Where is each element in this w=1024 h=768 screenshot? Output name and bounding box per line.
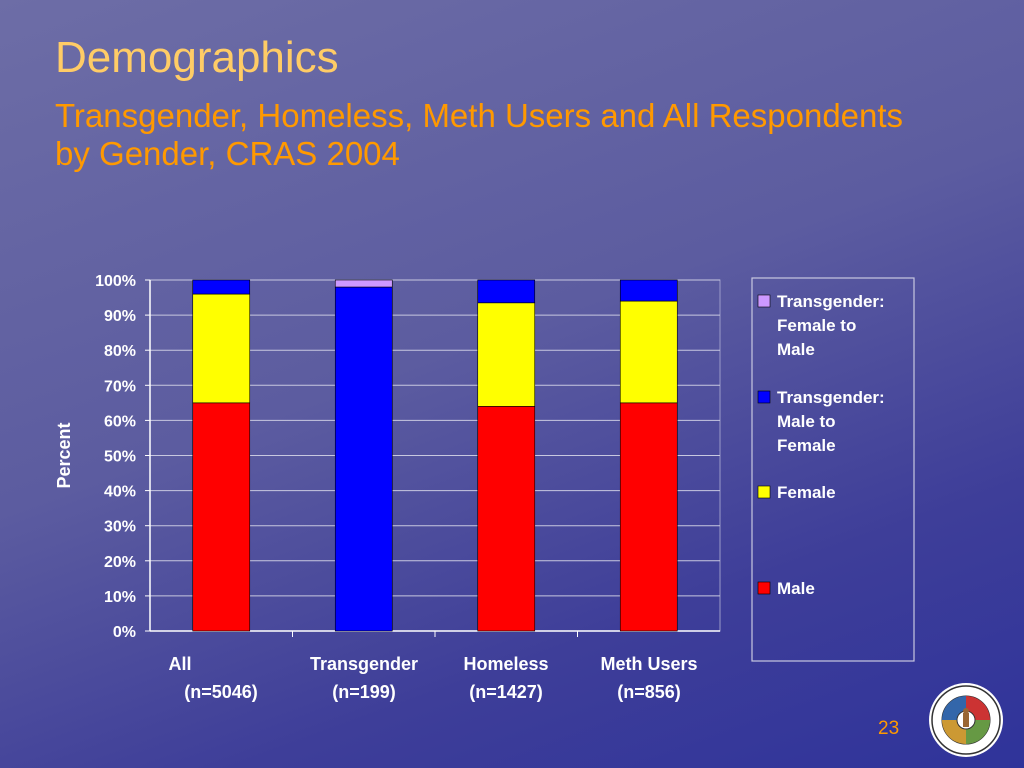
y-tick-label: 70% xyxy=(104,378,136,395)
x-category-count: (n=856) xyxy=(617,682,681,702)
x-category-label: Meth Users xyxy=(600,654,697,674)
y-tick-label: 20% xyxy=(104,554,136,571)
y-tick-label: 40% xyxy=(104,484,136,501)
y-tick-label: 80% xyxy=(104,343,136,360)
slide-title: Demographics xyxy=(55,33,339,82)
x-category-count: (n=199) xyxy=(332,682,396,702)
county-seal-icon xyxy=(929,683,1003,757)
bar-segment xyxy=(477,302,536,407)
y-tick-label: 30% xyxy=(104,519,136,536)
y-tick-label: 90% xyxy=(104,308,136,325)
legend-label: Male to xyxy=(777,412,836,431)
y-tick-label: 10% xyxy=(104,589,136,606)
slide-subtitle: Transgender, Homeless, Meth Users and Al… xyxy=(55,97,904,172)
x-category-label: All xyxy=(168,654,191,674)
legend-label: Female xyxy=(777,436,836,455)
bar-segment xyxy=(477,279,536,304)
x-category-label: Transgender xyxy=(310,654,418,674)
legend-swatch xyxy=(757,581,771,595)
bar-segment xyxy=(192,293,251,404)
legend-swatch xyxy=(757,485,771,499)
legend-swatch xyxy=(757,294,771,308)
y-tick-label: 0% xyxy=(113,624,136,641)
x-category-label: Homeless xyxy=(463,654,548,674)
legend-label: Transgender: xyxy=(777,388,885,407)
legend-label: Male xyxy=(777,579,815,598)
bar-segment xyxy=(619,402,678,632)
y-tick-label: 100% xyxy=(95,273,136,290)
bar-segment xyxy=(334,279,393,288)
legend-label: Female to xyxy=(777,316,856,335)
bar-segment xyxy=(477,406,536,632)
bar-segment xyxy=(192,279,251,295)
legend-box xyxy=(751,277,915,662)
bar-segment xyxy=(619,300,678,404)
page-number: 23 xyxy=(878,718,900,739)
y-tick-label: 50% xyxy=(104,449,136,466)
x-category-count: (n=1427) xyxy=(469,682,543,702)
x-category-count: (n=5046) xyxy=(184,682,258,702)
legend-label: Female xyxy=(777,483,836,502)
bar-segment xyxy=(334,286,393,632)
legend-label: Transgender: xyxy=(777,292,885,311)
bar-segment xyxy=(192,402,251,632)
legend-swatch xyxy=(757,390,771,404)
y-tick-label: 60% xyxy=(104,413,136,430)
bar-segment xyxy=(619,279,678,302)
legend-label: Male xyxy=(777,340,815,359)
y-axis-label: Percent xyxy=(54,422,74,488)
